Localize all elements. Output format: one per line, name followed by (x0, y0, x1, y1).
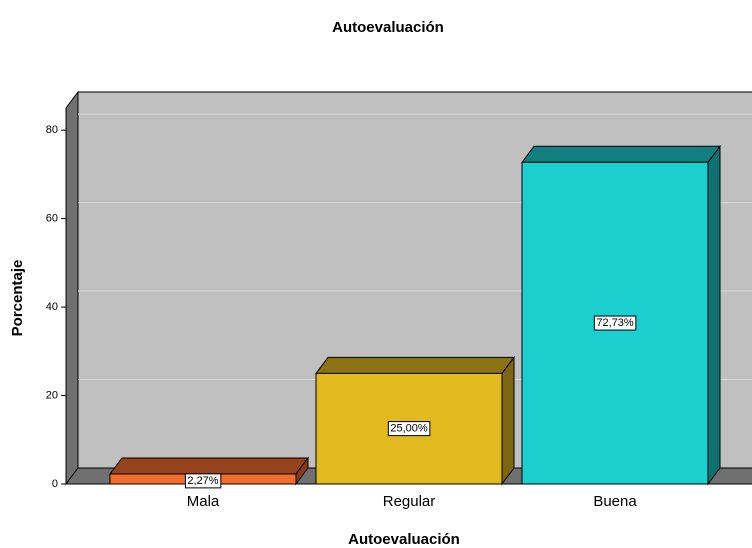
y-tick-label: 0 (52, 478, 58, 490)
bar-top (315, 356, 515, 374)
x-tick-label: Regular (383, 493, 436, 510)
x-tick-label: Buena (593, 493, 637, 510)
bar-top (521, 145, 721, 163)
value-label: 25,00% (387, 421, 431, 437)
y-axis-label: Porcentaje (9, 260, 26, 337)
value-label: 72,73% (593, 315, 637, 331)
chart-title: Autoevaluación (332, 19, 444, 36)
value-label: 2,27% (184, 473, 222, 489)
x-tick-label: Mala (187, 493, 220, 510)
y-tick-label: 20 (46, 389, 58, 401)
left-wall (65, 90, 79, 486)
value-label-text: 72,73% (596, 317, 634, 329)
bar-side (501, 355, 515, 486)
value-label-box (593, 315, 637, 331)
value-label-box (184, 473, 222, 489)
y-tick-label: 60 (46, 212, 58, 224)
bar-top (109, 457, 309, 475)
x-axis-label: Autoevaluación (348, 531, 460, 548)
bar-side (707, 144, 721, 486)
value-label-box (387, 421, 431, 437)
value-label-text: 2,27% (187, 475, 218, 487)
y-tick-label: 40 (46, 301, 58, 313)
value-label-text: 25,00% (390, 423, 428, 435)
y-tick-label: 80 (46, 124, 58, 136)
